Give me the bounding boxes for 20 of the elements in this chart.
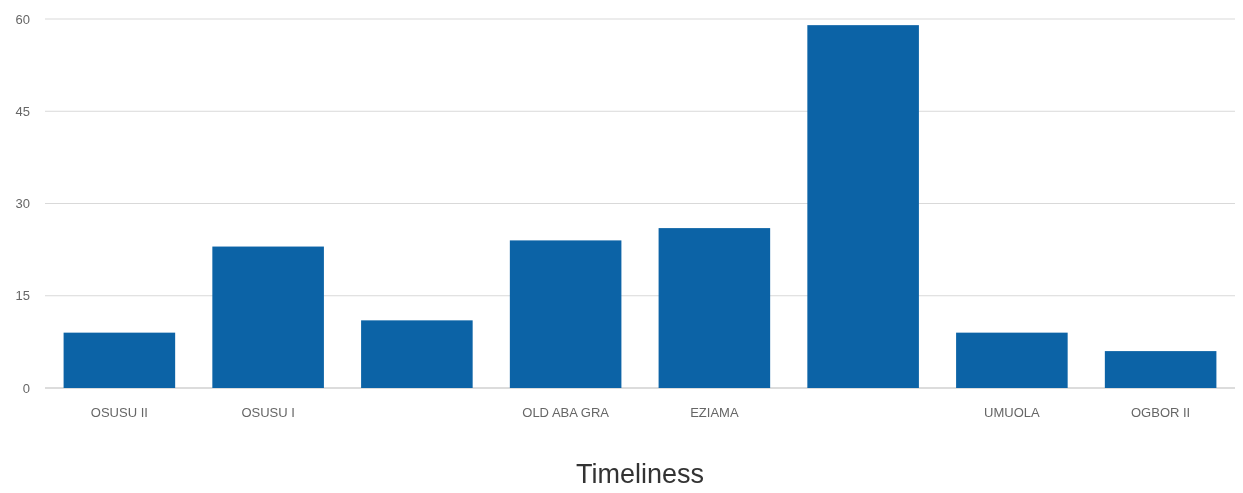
x-tick-label: OSUSU II: [90, 405, 148, 420]
bar: [658, 228, 771, 388]
bar: [63, 332, 176, 388]
y-tick-label: 0: [22, 380, 30, 396]
bar: [1104, 351, 1217, 388]
bar: [361, 320, 473, 388]
x-tick-label: OLD ABA GRA: [522, 405, 610, 420]
bar: [956, 332, 1068, 388]
y-tick-label: 60: [15, 11, 30, 27]
x-axis-title: Timeliness: [575, 459, 705, 489]
x-tick-label: UMUOLA: [984, 405, 1041, 420]
y-tick-label: 15: [15, 288, 30, 304]
x-tick-label: OSUSU I: [241, 405, 295, 420]
bar: [509, 240, 622, 388]
bar: [807, 25, 919, 388]
bar: [212, 246, 324, 388]
x-tick-label: OGBOR II: [1131, 405, 1191, 420]
x-tick-label: EZIAMA: [690, 405, 739, 420]
y-tick-label: 45: [15, 103, 30, 119]
y-tick-label: 30: [15, 196, 30, 212]
